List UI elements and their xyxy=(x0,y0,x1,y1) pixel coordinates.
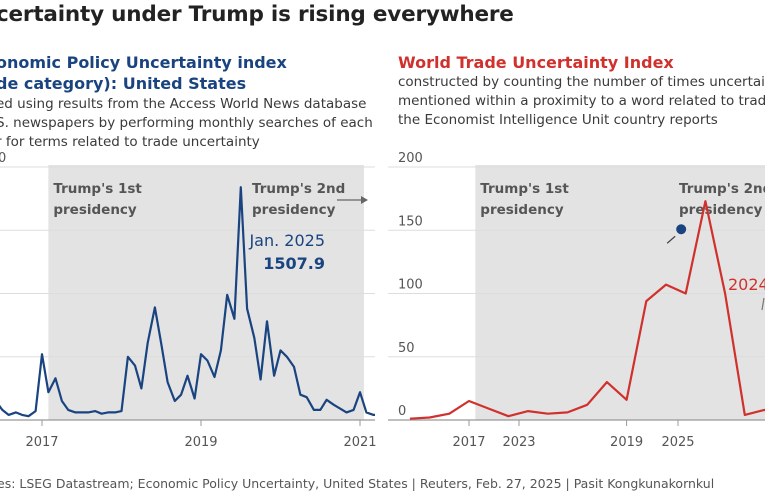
right-presidency-label-2: presidency xyxy=(679,202,763,218)
left-presidency-arrowhead xyxy=(361,196,368,204)
right-chart-description: constructed by counting the number of ti… xyxy=(398,73,765,130)
left-annotation-leader xyxy=(666,235,676,244)
right-y-tick-label: 0 xyxy=(398,404,406,419)
right-x-tick-label: 2017 xyxy=(452,435,485,450)
left-description-line: r for terms related to trade uncertainty xyxy=(0,134,260,150)
left-x-tick-label: 2023 xyxy=(502,435,535,450)
right-series-line xyxy=(409,200,765,420)
left-presidency-label-1: Trump's 1st xyxy=(53,181,142,197)
left-x-tick-label: 2021 xyxy=(343,435,376,450)
left-presidency-label-2: Trump's 2nd xyxy=(252,181,345,197)
right-presidency-label-1: Trump's 1st xyxy=(480,181,569,197)
left-jan-2025-marker xyxy=(676,224,687,235)
right-y-tick-label: 150 xyxy=(398,214,423,229)
right-description-line: constructed by counting the number of ti… xyxy=(398,74,765,90)
left-description-line: S. newspapers by performing monthly sear… xyxy=(0,115,373,131)
left-chart-description: ed using results from the Access World N… xyxy=(0,95,373,152)
right-y-tick-label: 200 xyxy=(398,151,423,166)
left-series-line xyxy=(0,186,375,418)
left-x-tick-label: 2019 xyxy=(184,435,217,450)
right-description-line: the Economist Intelligence Unit country … xyxy=(398,112,718,128)
left-title-line: onomic Policy Uncertainty index xyxy=(0,53,287,72)
right-description-line: mentioned within a proximity to a word r… xyxy=(398,93,765,109)
left-presidency-label-2: presidency xyxy=(252,202,336,218)
left-title-line: de category): United States xyxy=(0,74,247,93)
left-annotation-value: 1507.9 xyxy=(263,254,325,273)
right-presidency-label-1: presidency xyxy=(480,202,564,218)
headline: certainty under Trump is rising everywhe… xyxy=(0,2,514,27)
left-presidency-label-1: presidency xyxy=(53,202,137,218)
right-presidency-shade-1 xyxy=(475,165,765,420)
right-chart-title: World Trade Uncertainty Index xyxy=(398,52,674,73)
right-chart: 0501001502002017201920212023Trump's 1stp… xyxy=(388,151,765,450)
left-chart: 0 2017 2019 2021 2023 2025 Trump's 1st presiden… xyxy=(0,151,695,450)
right-y-tick-label: 100 xyxy=(398,278,423,293)
right-annotation-label: 2024 xyxy=(728,275,765,294)
right-x-tick-label: 2019 xyxy=(610,435,643,450)
left-presidency-shade-1 xyxy=(48,165,364,420)
source-note: es: LSEG Datastream; Economic Policy Unc… xyxy=(0,476,715,491)
left-y-tick-label: 0 xyxy=(0,151,6,166)
right-presidency-label-2: Trump's 2nd xyxy=(679,181,765,197)
right-title-line: World Trade Uncertainty Index xyxy=(398,53,674,72)
right-annotation-leader xyxy=(761,297,765,311)
left-x-tick-label: 2017 xyxy=(25,435,58,450)
left-annotation-date: Jan. 2025 xyxy=(248,231,325,250)
left-chart-title: onomic Policy Uncertainty index de catego… xyxy=(0,52,287,94)
left-x-tick-label: 2025 xyxy=(661,435,694,450)
left-description-line: ed using results from the Access World N… xyxy=(0,96,367,112)
right-y-tick-label: 50 xyxy=(398,341,415,356)
